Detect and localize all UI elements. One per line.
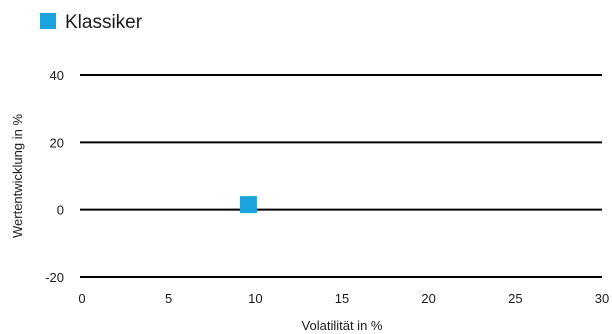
- y-tick-label: 40: [50, 68, 64, 83]
- x-tick-label: 0: [78, 291, 85, 306]
- x-tick-label: 25: [508, 291, 522, 306]
- x-axis-ticks: 0 5 10 15 20 25 30: [78, 291, 609, 306]
- data-point-klassiker: [239, 196, 257, 214]
- x-tick-label: 30: [595, 291, 609, 306]
- data-points: [239, 196, 257, 214]
- y-axis-ticks: -20 0 20 40: [45, 68, 64, 285]
- y-axis-title: Wertentwicklung in %: [10, 114, 25, 238]
- gridlines: [80, 74, 602, 278]
- x-tick-label: 5: [165, 291, 172, 306]
- legend: Klassiker: [40, 12, 143, 33]
- x-tick-label: 10: [248, 291, 262, 306]
- legend-label-klassiker: Klassiker: [65, 12, 143, 33]
- y-tick-label: 0: [57, 203, 64, 218]
- x-axis-title: Volatilität in %: [302, 318, 383, 333]
- x-tick-label: 15: [335, 291, 349, 306]
- x-tick-label: 20: [421, 291, 435, 306]
- y-tick-label: 20: [50, 135, 64, 150]
- y-tick-label: -20: [45, 270, 64, 285]
- legend-swatch-klassiker: [40, 13, 56, 29]
